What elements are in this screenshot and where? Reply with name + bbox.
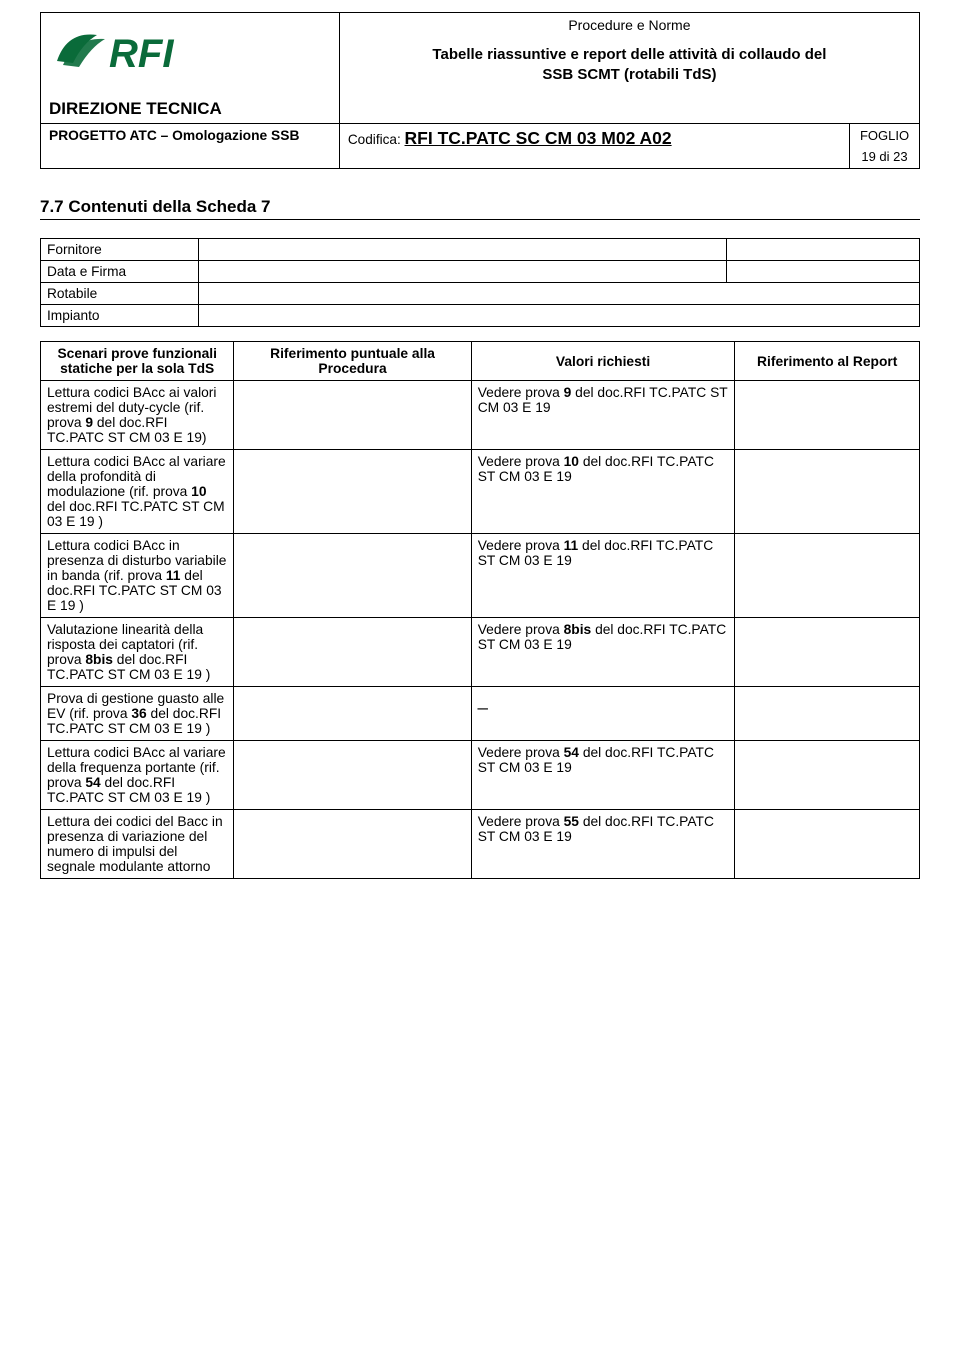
table-row: Lettura codici BAcc al variare della fre…	[41, 741, 920, 810]
procedure-title: Procedure e Norme	[348, 17, 911, 33]
tabelle-title: Tabelle riassuntive e report delle attiv…	[348, 45, 911, 86]
direzione-tecnica: DIREZIONE TECNICA	[49, 97, 331, 119]
cell-scenari: Lettura codici BAcc al variare della pro…	[41, 450, 234, 534]
cell-scenari: Lettura codici BAcc ai valori estremi de…	[41, 381, 234, 450]
cell-rif-proc	[234, 618, 471, 687]
meta-impianto-label: Impianto	[41, 305, 199, 327]
svg-text:RFI: RFI	[109, 32, 174, 76]
cell-rif-report	[735, 687, 920, 741]
table-row: Valutazione linearità della risposta dei…	[41, 618, 920, 687]
cell-rif-report	[735, 534, 920, 618]
cell-valori: _	[471, 687, 735, 741]
cell-valori: Vedere prova 55 del doc.RFI TC.PATC ST C…	[471, 810, 735, 879]
header-box: RFI DIREZIONE TECNICA Procedure e Norme …	[40, 12, 920, 169]
cell-valori: Vedere prova 10 del doc.RFI TC.PATC ST C…	[471, 450, 735, 534]
cell-rif-proc	[234, 687, 471, 741]
th-rif-report: Riferimento al Report	[735, 342, 920, 381]
cell-rif-report	[735, 381, 920, 450]
meta-datafirma-label: Data e Firma	[41, 261, 199, 283]
cell-rif-report	[735, 618, 920, 687]
main-table: Scenari prove funzionali statiche per la…	[40, 341, 920, 879]
codifica-cell: Codifica: RFI TC.PATC SC CM 03 M02 A02	[339, 124, 849, 169]
cell-valori: Vedere prova 54 del doc.RFI TC.PATC ST C…	[471, 741, 735, 810]
cell-valori: Vedere prova 8bis del doc.RFI TC.PATC ST…	[471, 618, 735, 687]
section-title: 7.7 Contenuti della Scheda 7	[40, 197, 920, 220]
cell-scenari: Prova di gestione guasto alle EV (rif. p…	[41, 687, 234, 741]
cell-scenari: Lettura codici BAcc al variare della fre…	[41, 741, 234, 810]
cell-rif-proc	[234, 381, 471, 450]
cell-scenari: Lettura dei codici del Bacc in presenza …	[41, 810, 234, 879]
meta-impianto-val	[199, 305, 920, 327]
cell-rif-proc	[234, 534, 471, 618]
foglio-cell: FOGLIO 19 di 23	[850, 124, 920, 169]
meta-datafirma-val	[199, 261, 726, 283]
meta-table: Fornitore Data e Firma Rotabile Impianto	[40, 238, 920, 327]
th-scenari: Scenari prove funzionali statiche per la…	[41, 342, 234, 381]
meta-rotabile-val	[199, 283, 920, 305]
cell-rif-report	[735, 450, 920, 534]
cell-rif-report	[735, 741, 920, 810]
cell-rif-report	[735, 810, 920, 879]
cell-valori: Vedere prova 9 del doc.RFI TC.PATC ST CM…	[471, 381, 735, 450]
cell-valori: Vedere prova 11 del doc.RFI TC.PATC ST C…	[471, 534, 735, 618]
cell-rif-proc	[234, 810, 471, 879]
meta-rotabile-label: Rotabile	[41, 283, 199, 305]
table-row: Lettura codici BAcc al variare della pro…	[41, 450, 920, 534]
cell-scenari: Lettura codici BAcc in presenza di distu…	[41, 534, 234, 618]
cell-rif-proc	[234, 450, 471, 534]
th-rif-proc: Riferimento puntuale alla Procedura	[234, 342, 471, 381]
meta-fornitore-val	[199, 239, 726, 261]
meta-fornitore-extra	[726, 239, 919, 261]
table-row: Lettura dei codici del Bacc in presenza …	[41, 810, 920, 879]
meta-fornitore-label: Fornitore	[41, 239, 199, 261]
table-row: Lettura codici BAcc in presenza di distu…	[41, 534, 920, 618]
cell-rif-proc	[234, 741, 471, 810]
table-row: Lettura codici BAcc ai valori estremi de…	[41, 381, 920, 450]
meta-datafirma-extra	[726, 261, 919, 283]
th-valori: Valori richiesti	[471, 342, 735, 381]
rfi-logo: RFI	[49, 17, 331, 97]
progetto-atc: PROGETTO ATC – Omologazione SSB	[41, 124, 340, 169]
table-row: Prova di gestione guasto alle EV (rif. p…	[41, 687, 920, 741]
cell-scenari: Valutazione linearità della risposta dei…	[41, 618, 234, 687]
